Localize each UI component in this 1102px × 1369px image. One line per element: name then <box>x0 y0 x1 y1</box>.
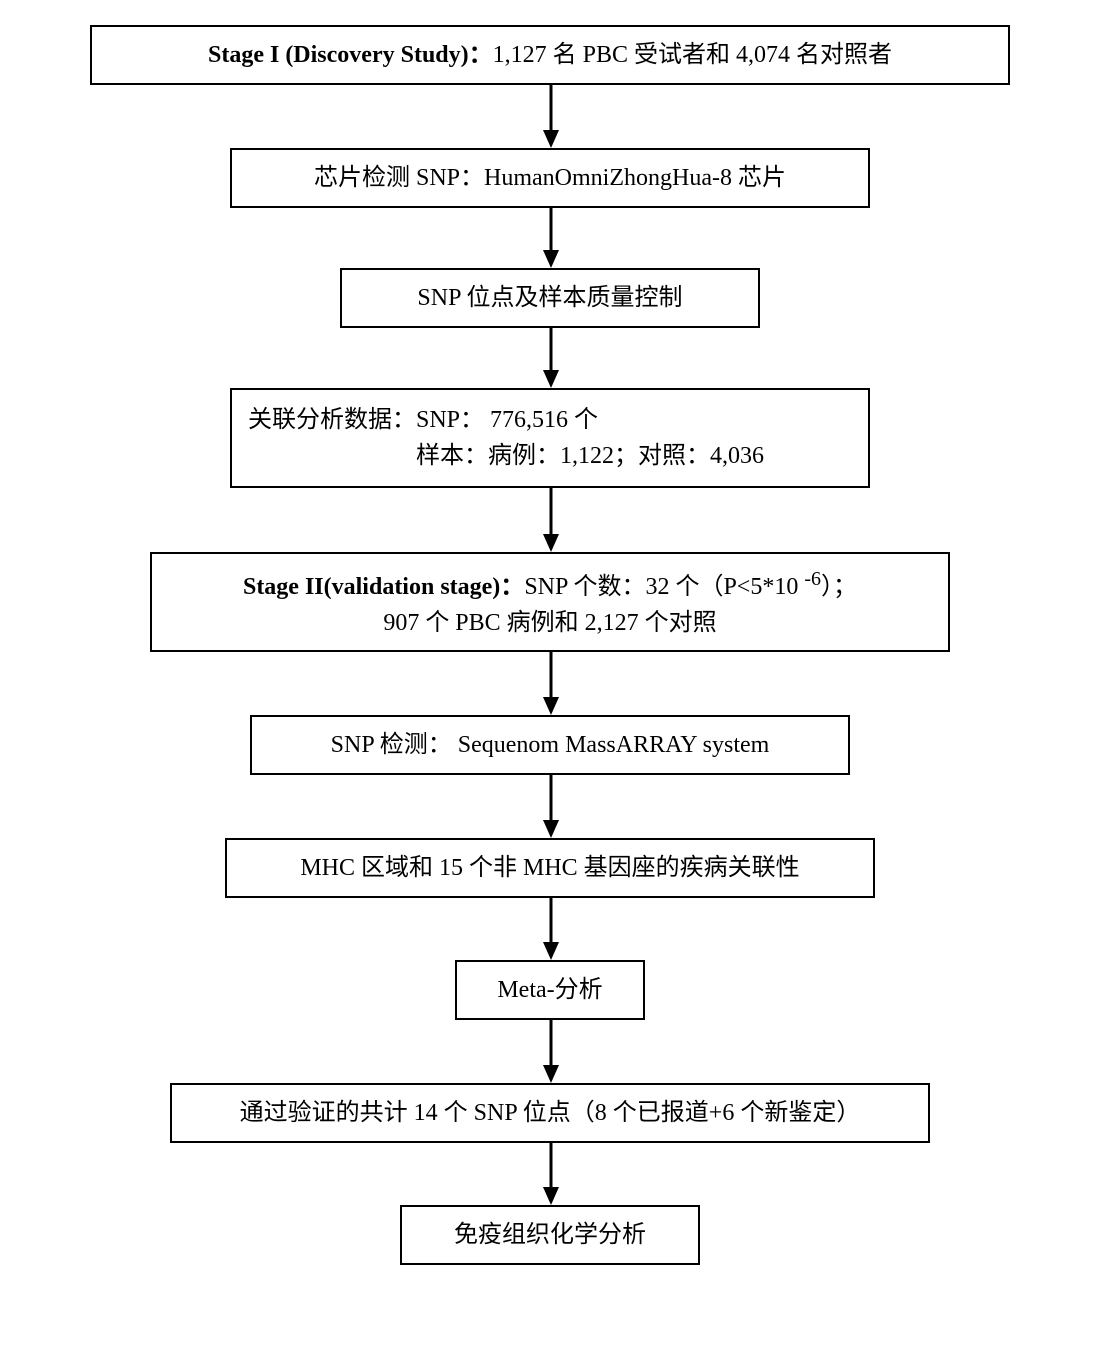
flow-node-n3: SNP 位点及样本质量控制 <box>340 268 760 328</box>
flow-node-line: Stage I (Discovery Study)：1,127 名 PBC 受试… <box>208 37 892 73</box>
flow-node-n10: 免疫组织化学分析 <box>400 1205 700 1265</box>
flow-node-line: 关联分析数据：SNP： 776,516 个 <box>248 402 598 438</box>
flow-arrow <box>531 488 571 556</box>
flow-node-line: 通过验证的共计 14 个 SNP 位点（8 个已报道+6 个新鉴定） <box>240 1095 861 1131</box>
flow-node-line: SNP 位点及样本质量控制 <box>417 280 682 316</box>
flow-node-n8: Meta-分析 <box>455 960 645 1020</box>
flow-node-line: SNP 检测： Sequenom MassARRAY system <box>331 727 770 763</box>
flow-node-line: 样本：病例：1,122；对照：4,036 <box>248 438 764 474</box>
flow-node-line: 免疫组织化学分析 <box>454 1217 646 1253</box>
flow-node-n5: Stage II(validation stage)：SNP 个数：32 个（P… <box>150 552 950 652</box>
flow-node-line: Stage II(validation stage)：SNP 个数：32 个（P… <box>243 564 857 605</box>
flow-node-n2: 芯片检测 SNP：HumanOmniZhongHua-8 芯片 <box>230 148 870 208</box>
flow-arrow <box>531 775 571 842</box>
flow-node-line: 芯片检测 SNP：HumanOmniZhongHua-8 芯片 <box>314 160 786 196</box>
flow-arrow <box>531 328 571 392</box>
flow-node-line: Meta-分析 <box>497 972 602 1008</box>
flow-arrow <box>531 898 571 964</box>
flow-node-n9: 通过验证的共计 14 个 SNP 位点（8 个已报道+6 个新鉴定） <box>170 1083 930 1143</box>
flowchart-canvas: Stage I (Discovery Study)：1,127 名 PBC 受试… <box>0 0 1102 1369</box>
flow-arrow <box>531 1143 571 1209</box>
flow-node-n6: SNP 检测： Sequenom MassARRAY system <box>250 715 850 775</box>
flow-node-n4: 关联分析数据：SNP： 776,516 个 样本：病例：1,122；对照：4,0… <box>230 388 870 488</box>
flow-node-line: MHC 区域和 15 个非 MHC 基因座的疾病关联性 <box>300 850 799 886</box>
flow-node-n1: Stage I (Discovery Study)：1,127 名 PBC 受试… <box>90 25 1010 85</box>
flow-arrow <box>531 85 571 152</box>
flow-node-line: 907 个 PBC 病例和 2,127 个对照 <box>383 605 716 641</box>
flow-node-n7: MHC 区域和 15 个非 MHC 基因座的疾病关联性 <box>225 838 875 898</box>
flow-arrow <box>531 208 571 272</box>
flow-arrow <box>531 652 571 719</box>
flow-arrow <box>531 1020 571 1087</box>
